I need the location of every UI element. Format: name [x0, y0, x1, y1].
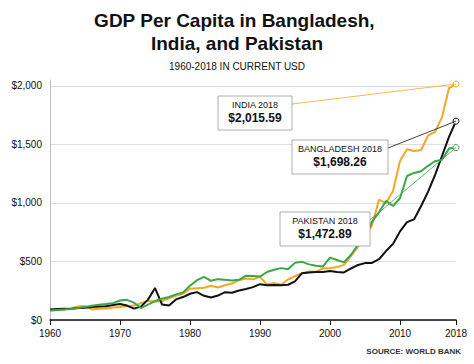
- svg-text:India, and Pakistan: India, and Pakistan: [151, 33, 323, 54]
- svg-text:1960-2018 IN CURRENT USD: 1960-2018 IN CURRENT USD: [169, 61, 305, 72]
- svg-text:INDIA 2018: INDIA 2018: [232, 100, 278, 110]
- svg-text:$500: $500: [20, 256, 43, 267]
- svg-text:GDP Per Capita in Bangladesh,: GDP Per Capita in Bangladesh,: [94, 10, 380, 31]
- svg-text:$1,472.89: $1,472.89: [298, 227, 352, 241]
- svg-text:1960: 1960: [39, 328, 62, 339]
- svg-text:$2,000: $2,000: [11, 80, 42, 91]
- svg-text:$2,015.59: $2,015.59: [228, 111, 282, 125]
- svg-text:1970: 1970: [109, 328, 132, 339]
- svg-text:2010: 2010: [389, 328, 412, 339]
- svg-text:$1,500: $1,500: [11, 139, 42, 150]
- svg-text:$0: $0: [31, 315, 43, 326]
- svg-text:$1,000: $1,000: [11, 197, 42, 208]
- svg-text:1980: 1980: [179, 328, 202, 339]
- svg-text:$1,698.26: $1,698.26: [313, 155, 367, 169]
- svg-text:BANGLADESH 2018: BANGLADESH 2018: [298, 144, 382, 154]
- svg-text:2018: 2018: [445, 328, 468, 339]
- svg-text:1990: 1990: [249, 328, 272, 339]
- svg-text:PAKISTAN 2018: PAKISTAN 2018: [292, 216, 358, 226]
- svg-text:SOURCE: WORLD BANK: SOURCE: WORLD BANK: [366, 347, 461, 356]
- svg-text:2000: 2000: [319, 328, 342, 339]
